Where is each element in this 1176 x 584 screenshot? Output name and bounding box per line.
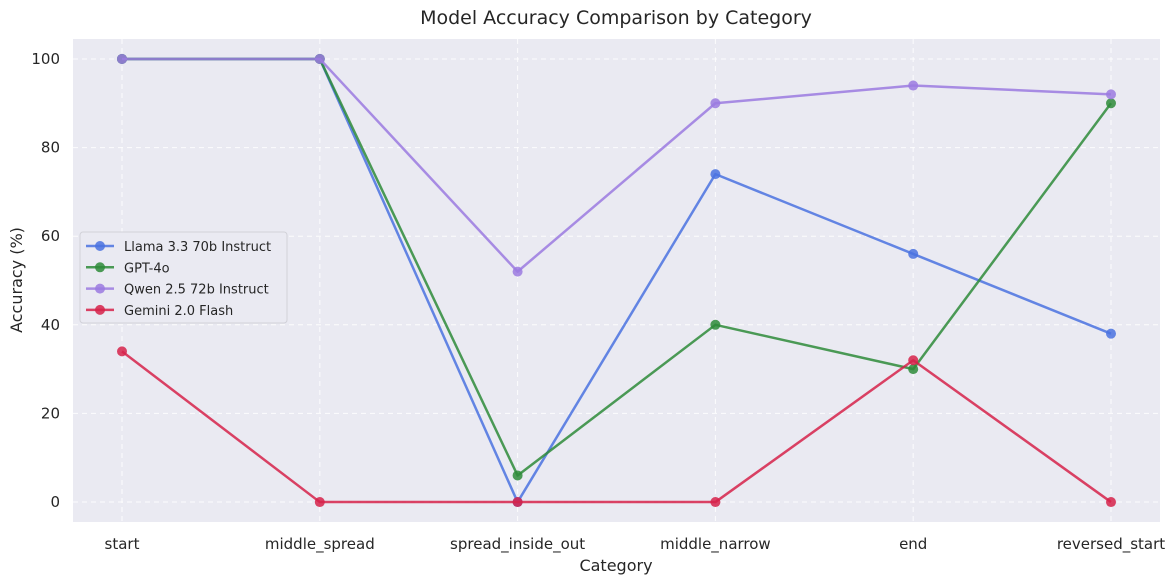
data-point xyxy=(117,53,127,64)
x-axis-label: Category xyxy=(579,556,652,575)
series-2 xyxy=(117,53,1116,277)
x-tick-label: reversed_start xyxy=(1057,535,1165,554)
x-tick-labels: start middle_spread spread_inside_out middl… xyxy=(105,535,1166,554)
x-tick-label: end xyxy=(899,535,927,553)
y-tick-label: 20 xyxy=(41,404,60,422)
legend-label: Gemini 2.0 Flash xyxy=(124,304,233,319)
data-point xyxy=(908,364,919,375)
data-point xyxy=(908,80,919,91)
legend: Llama 3.3 70b Instruct GPT-4o Qwen 2.5 72b… xyxy=(79,231,288,324)
series-3 xyxy=(117,346,1116,508)
y-tick-label: 100 xyxy=(31,50,60,68)
y-tick-label: 80 xyxy=(41,139,60,157)
data-point xyxy=(117,346,127,357)
data-point xyxy=(710,319,721,330)
data-point xyxy=(1106,89,1116,100)
legend-label: Llama 3.3 70b Instruct xyxy=(124,240,271,255)
chart-title: Model Accuracy Comparison by Category xyxy=(420,7,812,29)
data-point xyxy=(1106,497,1116,508)
data-point xyxy=(314,497,325,508)
legend-marker xyxy=(95,262,105,273)
series-layer xyxy=(117,53,1116,508)
data-point xyxy=(314,53,325,64)
legend-box xyxy=(79,231,288,324)
legend-marker xyxy=(95,304,105,315)
data-point xyxy=(512,497,523,508)
data-point xyxy=(908,355,919,366)
y-axis-label: Accuracy (%) xyxy=(7,227,26,333)
data-point xyxy=(1106,328,1116,339)
y-tick-labels: 0 20 40 60 80 100 xyxy=(31,50,60,511)
legend-label: GPT-4o xyxy=(124,261,170,276)
legend-marker xyxy=(95,241,105,251)
legend-marker xyxy=(95,283,105,294)
y-tick-label: 40 xyxy=(41,316,60,334)
x-tick-label: middle_narrow xyxy=(660,535,771,554)
data-point xyxy=(512,266,523,277)
x-tick-label: middle_spread xyxy=(265,535,375,554)
data-point xyxy=(512,470,523,481)
data-point xyxy=(710,98,721,109)
series-line xyxy=(122,57,1112,273)
data-point xyxy=(710,497,721,508)
legend-label: Qwen 2.5 72b Instruct xyxy=(124,283,269,298)
series-line xyxy=(121,350,1112,504)
x-tick-label: start xyxy=(105,535,140,553)
data-point xyxy=(1106,98,1116,109)
data-point xyxy=(710,169,721,180)
y-tick-label: 0 xyxy=(50,493,60,511)
data-point xyxy=(908,248,919,259)
x-tick-label: spread_inside_out xyxy=(450,535,585,554)
y-tick-label: 60 xyxy=(41,227,60,245)
